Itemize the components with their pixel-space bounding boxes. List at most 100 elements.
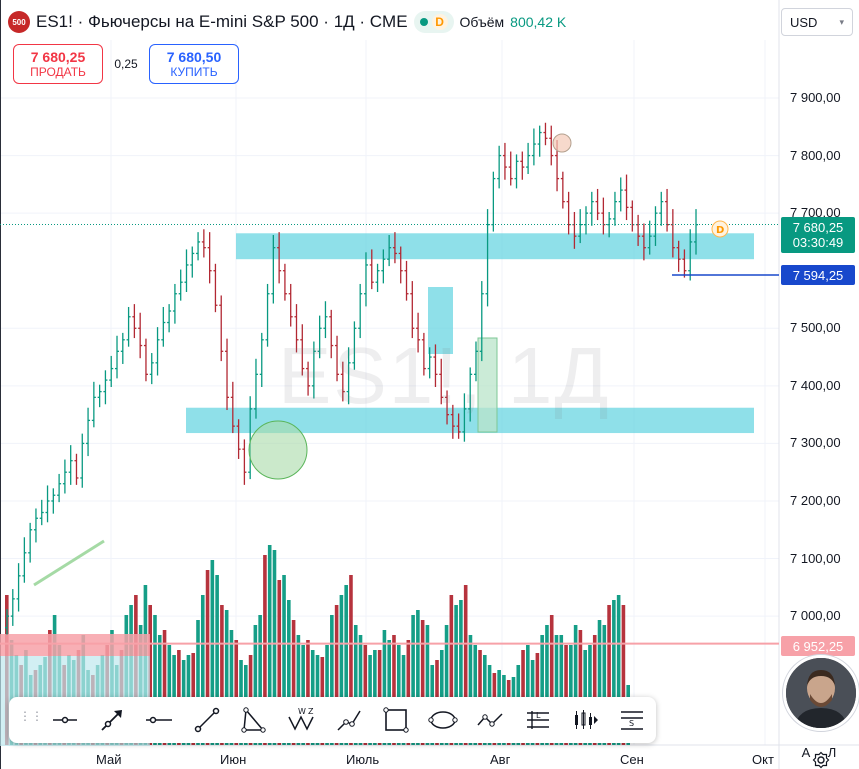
volume-bar [526, 645, 530, 745]
trend-line-green [33, 539, 105, 587]
price-tick-label: 7 800,00 [790, 147, 841, 163]
volume-bar [229, 630, 234, 745]
svg-text:Z: Z [308, 707, 314, 716]
volume-bar [157, 635, 162, 745]
volume-bar [406, 640, 411, 745]
buy-label: КУПИТЬ [170, 65, 218, 79]
buy-button[interactable]: 7 680,50 КУПИТЬ [149, 44, 239, 84]
trend-line-icon [194, 707, 219, 733]
volume-bar [540, 635, 544, 745]
highlight-circle-top [552, 133, 572, 153]
last-price-tag: 7 680,25 03:30:49 [781, 217, 855, 253]
rectangle-tool[interactable] [372, 697, 419, 743]
arrow-tool[interactable] [88, 697, 135, 743]
last-price-value: 7 680,25 [792, 220, 844, 235]
price-tick-label: 7 900,00 [790, 90, 841, 105]
red-level-price-tag: 6 952,25 [781, 636, 855, 656]
trade-panel: 7 680,25 ПРОДАТЬ 0,25 7 680,50 КУПИТЬ [13, 44, 239, 84]
polyline-icon [477, 713, 503, 727]
horizontal-ray-tool[interactable] [41, 697, 88, 743]
volume-bar [420, 620, 425, 745]
long-position-tool[interactable]: L [514, 697, 561, 743]
volume-bar [205, 570, 210, 745]
horizontal-line-tool[interactable] [136, 697, 183, 743]
settings-gear-icon[interactable] [812, 751, 830, 769]
volume-bar [454, 605, 458, 745]
fib-retracement-tool[interactable]: S [609, 697, 656, 743]
symbol-watermark: ES1!, 1Д [278, 331, 611, 420]
path-tool[interactable] [325, 697, 372, 743]
volume-bar [444, 625, 449, 745]
volume-bar [597, 620, 602, 745]
ellipse-tool[interactable] [420, 697, 467, 743]
volume-bar [200, 595, 205, 745]
volume-bar [215, 575, 219, 745]
volume-bar [564, 645, 568, 745]
volume-bar [602, 625, 607, 745]
volume-bar [559, 635, 564, 745]
polyline-tool[interactable] [467, 697, 514, 743]
volume-bar [416, 610, 420, 745]
time-tick-label: Авг [490, 752, 511, 767]
red-level-label-box [0, 634, 150, 656]
trend-line-tool[interactable] [183, 697, 230, 743]
svg-text:W: W [298, 707, 306, 716]
user-avatar[interactable] [783, 655, 859, 731]
delayed-marker [711, 220, 729, 238]
volume-bar [287, 600, 291, 745]
volume-bar [306, 640, 310, 745]
svg-text:S: S [629, 719, 634, 728]
volume-bar [468, 635, 473, 745]
volume-bar [349, 575, 353, 745]
volume-bar [196, 620, 200, 745]
volume-bar [463, 585, 468, 745]
volume-bar [277, 580, 282, 745]
time-tick-label: Июн [220, 752, 247, 767]
volume-value: 800,42 K [510, 14, 567, 30]
currency-select[interactable]: USD ▾ [781, 8, 853, 36]
volume-bar [592, 635, 597, 745]
bars-pattern-tool[interactable] [561, 697, 608, 743]
avatar-photo-icon [786, 658, 856, 728]
volume-bar [387, 640, 391, 745]
sell-price: 7 680,25 [30, 49, 86, 65]
market-open-icon [419, 18, 428, 26]
volume-bar [224, 610, 229, 745]
price-tick-label: 7 000,00 [790, 608, 841, 624]
symbol-logo[interactable]: 500 [8, 11, 30, 33]
price-tick-label: 7 700,00 [790, 205, 841, 221]
volume-bar [353, 625, 358, 745]
volume-bar [162, 630, 167, 745]
rectangle-icon [383, 707, 409, 733]
volume-bar [148, 605, 152, 745]
triangle-icon [241, 707, 266, 733]
spread-value: 0,25 [114, 57, 138, 71]
drag-handle-icon[interactable]: ⋮⋮ [19, 709, 43, 723]
market-status-pill[interactable]: D [413, 11, 454, 33]
volume-bar [282, 575, 286, 745]
volume-bar [363, 645, 368, 745]
volume-bar [569, 645, 573, 745]
delayed-marker-text: D [716, 225, 724, 236]
chevron-down-icon: ▾ [839, 16, 844, 27]
symbol-title[interactable]: ES1! · Фьючерсы на E-mini S&P 500 · 1Д ·… [36, 12, 408, 31]
volume-bar [382, 630, 387, 745]
time-tick-label: Май [96, 752, 122, 767]
volume-bar [621, 605, 626, 745]
volume-bar [330, 615, 334, 745]
horizontal-line-icon [146, 716, 173, 724]
volume-bar [267, 545, 272, 745]
arrow-icon [101, 710, 122, 731]
sell-button[interactable]: 7 680,25 ПРОДАТЬ [13, 44, 103, 84]
log-scale-button[interactable]: Л [827, 744, 837, 760]
drawn-box-green [477, 337, 498, 433]
auto-scale-button[interactable]: A [801, 744, 811, 760]
volume-bar [411, 615, 415, 745]
volume-bar [334, 605, 339, 745]
volume-bar [153, 615, 157, 745]
volume-bar [234, 640, 239, 745]
volume-bar [612, 600, 616, 745]
triangle-tool[interactable] [230, 697, 277, 743]
